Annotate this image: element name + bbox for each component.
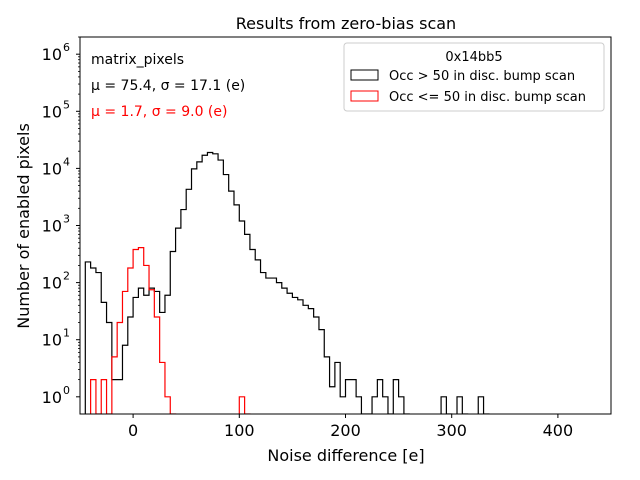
y-tick-exponent: 4: [63, 155, 70, 168]
histogram-bin: [399, 397, 404, 434]
histogram-bin: [255, 260, 260, 434]
histogram-bin: [261, 273, 266, 434]
histogram-bin: [383, 397, 388, 434]
histogram-bin: [245, 234, 250, 434]
legend-swatch-red: [350, 90, 379, 102]
histogram-bin: [361, 414, 366, 434]
y-tick-label: 10: [42, 45, 62, 64]
histogram-bin: [324, 357, 329, 434]
y-tick-exponent: 3: [63, 213, 70, 226]
y-tick-label: 10: [42, 388, 62, 407]
histogram-bin: [393, 380, 398, 434]
histogram-bin: [112, 357, 117, 434]
legend-swatch-black: [350, 69, 379, 81]
histogram-bin: [478, 397, 483, 434]
x-tick-label: 200: [330, 421, 361, 440]
histogram-bin: [314, 317, 319, 434]
histogram-bin: [165, 397, 170, 434]
chart-title: Results from zero-bias scan: [236, 14, 456, 33]
y-tick-exponent: 2: [63, 270, 70, 283]
y-tick-label: 10: [42, 102, 62, 121]
histogram-bin: [192, 169, 197, 434]
histogram-bin: [96, 414, 101, 434]
histogram-bin: [287, 293, 292, 434]
histogram-bin: [372, 397, 377, 434]
legend-title: 0x14bb5: [445, 50, 502, 65]
x-axis-label: Noise difference [e]: [267, 446, 424, 465]
histogram-bin: [223, 175, 228, 434]
histogram-bin: [160, 362, 165, 434]
x-tick-label: 0: [128, 421, 138, 440]
histogram-bin: [144, 265, 149, 434]
histogram-bin: [234, 205, 239, 434]
x-tick-label: 100: [224, 421, 255, 440]
y-tick-label: 10: [42, 274, 62, 293]
series-1: [90, 247, 251, 434]
legend-entry-red: Occ <= 50 in disc. bump scan: [389, 90, 586, 105]
y-tick-exponent: 5: [63, 98, 70, 111]
histogram-bin: [149, 290, 154, 434]
histogram-bin: [388, 414, 393, 434]
histogram-bin: [122, 291, 127, 434]
histogram-bin: [276, 283, 281, 434]
series-step-line: [84, 151, 490, 414]
histogram-bin: [138, 248, 143, 434]
series-0: [84, 151, 490, 434]
histogram-bin: [107, 323, 112, 434]
legend: 0x14bb5 Occ > 50 in disc. bump scan Occ …: [343, 42, 605, 112]
histogram-bin: [96, 273, 101, 434]
histogram-bin: [154, 317, 159, 434]
y-tick-label: 10: [42, 159, 62, 178]
histogram-bin: [186, 189, 191, 434]
legend-entry-black: Occ > 50 in disc. bump scan: [389, 69, 575, 84]
histogram-bin: [308, 309, 313, 434]
y-tick-exponent: 1: [63, 327, 70, 340]
histogram-bin: [101, 380, 106, 434]
histogram-bin: [271, 278, 276, 434]
info-stats-red: μ = 1.7, σ = 9.0 (e): [91, 104, 227, 120]
histogram-bin: [107, 414, 112, 434]
x-axis: 0 100 200 300 400: [128, 414, 573, 440]
histogram-bin: [197, 162, 202, 434]
y-tick-exponent: 0: [63, 384, 70, 397]
y-tick-label: 10: [42, 331, 62, 350]
histogram-bin: [202, 155, 207, 434]
histogram-bin: [250, 249, 255, 434]
y-tick-exponent: 6: [63, 41, 70, 54]
info-dataset-name: matrix_pixels: [91, 52, 184, 68]
histogram-bin: [303, 305, 308, 434]
series-step-line: [90, 247, 251, 414]
histogram-bin: [213, 154, 218, 434]
histogram-bin: [207, 152, 212, 434]
histogram-bin: [266, 278, 271, 434]
legend-box: [343, 42, 605, 112]
histogram-bin: [229, 191, 234, 434]
x-tick-label: 300: [436, 421, 467, 440]
histogram-bin: [128, 268, 133, 434]
histogram-bin: [117, 323, 122, 434]
histogram-bin: [484, 414, 489, 434]
histogram-bin: [319, 330, 324, 434]
histogram-bin: [282, 288, 287, 434]
histogram-bin: [133, 249, 138, 434]
histogram-bin: [367, 414, 372, 434]
y-tick-label: 10: [42, 217, 62, 236]
histogram-bin: [218, 160, 223, 434]
histogram-bin: [176, 228, 181, 434]
series-layer: [84, 151, 490, 434]
histogram-bin: [404, 414, 409, 434]
histogram-bin: [181, 210, 186, 434]
histogram-bin: [377, 380, 382, 434]
info-stats-black: μ = 75.4, σ = 17.1 (e): [91, 78, 245, 94]
histogram-bin: [170, 414, 175, 434]
histogram-bin: [91, 380, 96, 434]
y-axis-label: Number of enabled pixels: [14, 123, 33, 329]
x-tick-label: 400: [543, 421, 574, 440]
histogram-bin: [85, 262, 90, 434]
histogram-bin: [170, 252, 175, 434]
